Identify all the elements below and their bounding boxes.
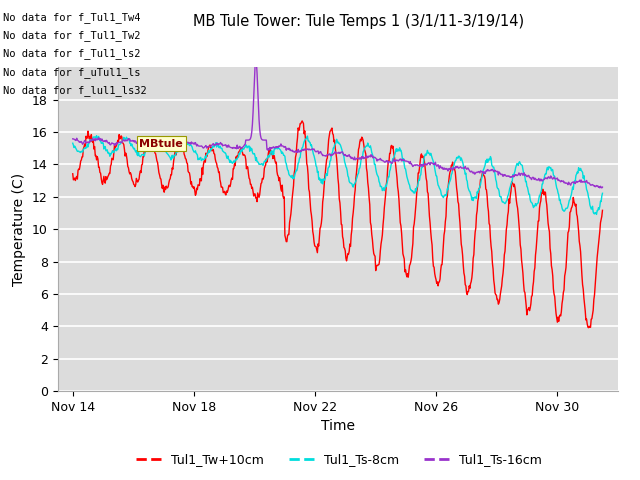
Text: MBtule: MBtule: [140, 139, 183, 149]
Text: No data for f_Tul1_ls2: No data for f_Tul1_ls2: [3, 48, 141, 60]
Text: No data for f_Tul1_Tw2: No data for f_Tul1_Tw2: [3, 30, 141, 41]
Text: No data for f_uTul1_ls: No data for f_uTul1_ls: [3, 67, 141, 78]
Text: No data for f_Tul1_Tw4: No data for f_Tul1_Tw4: [3, 12, 141, 23]
Y-axis label: Temperature (C): Temperature (C): [12, 173, 26, 286]
Text: MB Tule Tower: Tule Temps 1 (3/1/11-3/19/14): MB Tule Tower: Tule Temps 1 (3/1/11-3/19…: [193, 14, 524, 29]
Legend: Tul1_Tw+10cm, Tul1_Ts-8cm, Tul1_Ts-16cm: Tul1_Tw+10cm, Tul1_Ts-8cm, Tul1_Ts-16cm: [131, 448, 547, 471]
Text: No data for f_lul1_ls32: No data for f_lul1_ls32: [3, 85, 147, 96]
X-axis label: Time: Time: [321, 420, 355, 433]
